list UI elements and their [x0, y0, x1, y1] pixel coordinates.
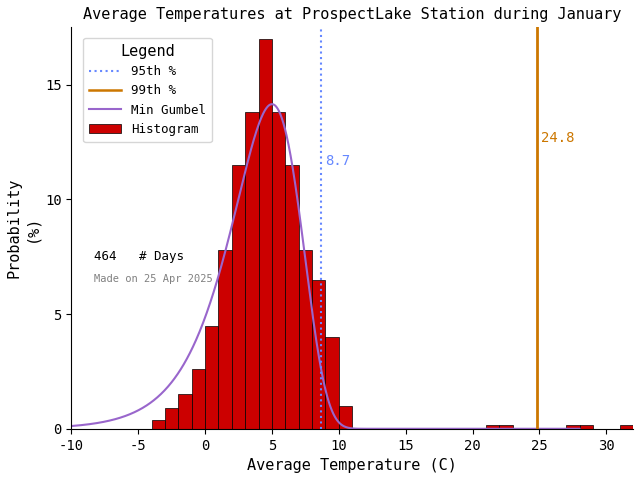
Y-axis label: Probability
(%): Probability (%)	[7, 178, 39, 278]
Text: 464   # Days: 464 # Days	[94, 250, 184, 263]
Bar	[165, 408, 179, 429]
Bar	[272, 112, 285, 429]
Text: 8.7: 8.7	[326, 154, 351, 168]
Bar	[205, 325, 218, 429]
Bar	[326, 337, 339, 429]
Bar	[312, 280, 326, 429]
Bar	[179, 395, 192, 429]
Bar	[259, 39, 272, 429]
Bar	[499, 425, 513, 429]
Bar	[299, 250, 312, 429]
Bar	[285, 165, 299, 429]
Bar	[232, 165, 245, 429]
Title: Average Temperatures at ProspectLake Station during January: Average Temperatures at ProspectLake Sta…	[83, 7, 621, 22]
Bar	[486, 425, 499, 429]
Bar	[245, 112, 259, 429]
Text: 24.8: 24.8	[541, 131, 574, 145]
Legend: 95th %, 99th %, Min Gumbel, Histogram: 95th %, 99th %, Min Gumbel, Histogram	[83, 37, 212, 142]
Bar	[339, 406, 352, 429]
Bar	[580, 425, 593, 429]
Bar	[218, 250, 232, 429]
Bar	[620, 425, 633, 429]
X-axis label: Average Temperature (C): Average Temperature (C)	[247, 458, 457, 473]
Text: Made on 25 Apr 2025: Made on 25 Apr 2025	[94, 274, 212, 284]
Bar	[152, 420, 165, 429]
Bar	[192, 369, 205, 429]
Bar	[566, 425, 580, 429]
